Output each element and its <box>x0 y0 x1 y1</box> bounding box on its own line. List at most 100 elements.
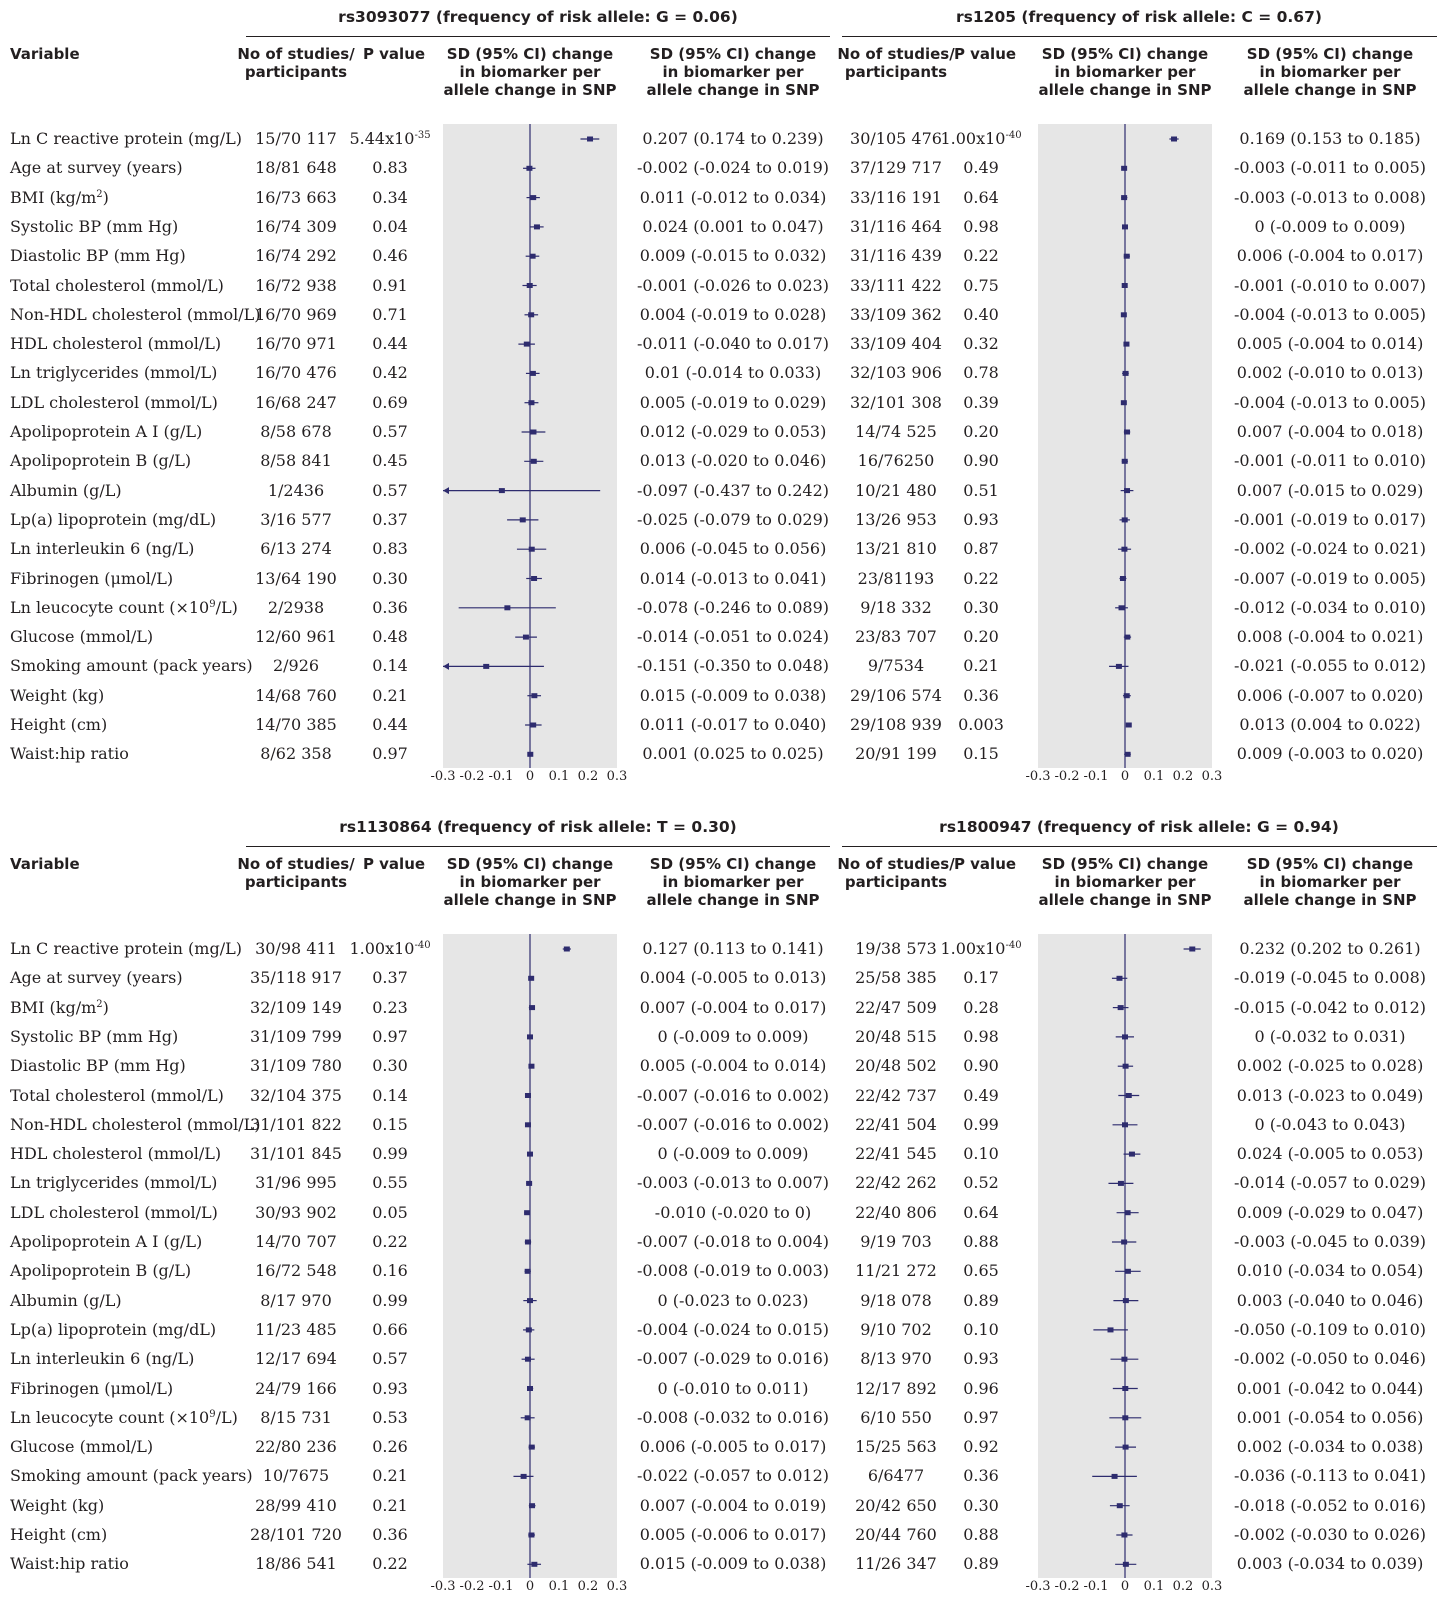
pvalue: 0.21 <box>372 1495 408 1515</box>
pvalue: 0.99 <box>372 1144 408 1164</box>
point-estimate <box>1122 1122 1128 1128</box>
point-estimate <box>1121 1239 1128 1245</box>
studies-value: 12/17 694 <box>255 1349 337 1369</box>
studies-header: No of studies/ participants <box>237 45 355 81</box>
estimate-text: 0.013 (-0.020 to 0.046) <box>639 451 827 471</box>
estimate-text: 0.024 (-0.005 to 0.053) <box>1236 1144 1424 1164</box>
point-estimate <box>527 1034 533 1040</box>
variable-label: LDL cholesterol (mmol/L) <box>10 1202 218 1222</box>
x-tick-label: -0.1 <box>1083 769 1108 784</box>
studies-value: 15/25 563 <box>855 1437 937 1457</box>
studies-value: 15/70 117 <box>255 129 337 148</box>
pvalue: 0.93 <box>963 509 999 529</box>
title-rule <box>842 846 1437 847</box>
x-tick-label: -0.3 <box>1025 769 1050 784</box>
x-tick-label: 0.1 <box>1144 1579 1165 1594</box>
pvalue: 0.90 <box>963 451 999 471</box>
x-tick-label: 0.3 <box>1202 769 1223 784</box>
estimate-text: 0.005 (-0.004 to 0.014) <box>639 1056 827 1076</box>
estimate-text: 0.006 (-0.005 to 0.017) <box>639 1437 827 1457</box>
estimate-text: 0.003 (-0.040 to 0.046) <box>1236 1290 1424 1310</box>
pvalue: 0.40 <box>963 304 999 324</box>
point-estimate <box>1125 1093 1132 1098</box>
studies-value: 29/106 574 <box>850 685 942 705</box>
studies-value: 2/926 <box>272 656 320 676</box>
pvalue: 0.30 <box>372 568 408 588</box>
variable-label: Ln interleukin 6 (ng/L) <box>10 539 195 559</box>
variable-label: Apolipoprotein A I (g/L) <box>10 422 203 441</box>
variable-label: Ln C reactive protein (mg/L) <box>10 129 242 148</box>
point-estimate <box>526 1180 533 1186</box>
pvalue: 0.15 <box>963 744 999 764</box>
estimate-text: -0.001 (-0.011 to 0.010) <box>1233 451 1427 471</box>
x-tick-label: 0.2 <box>1173 1579 1194 1594</box>
variable-label: Non-HDL cholesterol (mmol/L) <box>10 304 261 324</box>
point-estimate <box>504 605 511 611</box>
point-estimate <box>1171 136 1178 142</box>
point-estimate <box>1123 341 1130 347</box>
studies-value: 31/116 464 <box>850 216 942 236</box>
pvalue: 0.97 <box>372 744 408 764</box>
pvalue: 0.37 <box>372 968 408 988</box>
variable-header: Variable <box>10 855 80 873</box>
variable-label: Ln leucocyte count (×109/L) <box>10 1407 238 1427</box>
studies-value: 9/18 078 <box>860 1290 932 1310</box>
x-tick-label: 0.1 <box>1144 769 1165 784</box>
estimate-text: -0.007 (-0.019 to 0.005) <box>1233 568 1427 588</box>
pvalue: 0.65 <box>963 1261 999 1281</box>
pvalue: 0.05 <box>372 1202 408 1222</box>
estimate-text: 0.013 (-0.023 to 0.049) <box>1236 1085 1424 1105</box>
point-estimate <box>1122 1444 1129 1450</box>
variable-label: Systolic BP (mm Hg) <box>10 1026 179 1046</box>
x-tick-label: 0.2 <box>1173 769 1194 784</box>
pvalue: 0.97 <box>963 1407 999 1427</box>
pvalue: 0.98 <box>963 216 999 236</box>
pvalue: 0.17 <box>963 968 999 988</box>
estimate-text: -0.022 (-0.057 to 0.012) <box>636 1466 830 1486</box>
forest-plot: -0.3 -0.2 -0.1 0 0.1 0.2 0.3 <box>1025 124 1223 784</box>
point-estimate <box>530 458 537 464</box>
x-tick-label: -0.1 <box>488 1579 513 1594</box>
point-estimate <box>1120 312 1127 318</box>
variable-label: Fibrinogen (μmol/L) <box>10 1378 174 1398</box>
variable-label: Apolipoprotein B (g/L) <box>10 1261 192 1281</box>
x-tick-label: 0 <box>1121 769 1129 784</box>
pvalue: 0.22 <box>963 568 999 588</box>
estimate-text: -0.010 (-0.020 to 0) <box>654 1202 812 1222</box>
variable-label: Albumin (g/L) <box>10 480 122 500</box>
point-estimate <box>1122 1034 1128 1040</box>
title-rule <box>246 846 830 847</box>
studies-value: 33/116 191 <box>850 187 942 207</box>
point-estimate <box>1122 1561 1129 1567</box>
pvalue-header: P value <box>362 855 426 873</box>
snp-title: rs3093077 (frequency of risk allele: G =… <box>338 8 738 26</box>
pvalue: 0.49 <box>963 158 999 178</box>
estimate-text: 0 (-0.043 to 0.043) <box>1254 1114 1406 1134</box>
estimate-text: -0.004 (-0.013 to 0.005) <box>1233 392 1427 412</box>
point-estimate <box>524 1093 531 1098</box>
studies-value: 12/17 892 <box>855 1378 937 1398</box>
pvalue-header: P value <box>953 45 1017 63</box>
point-estimate <box>1121 546 1128 552</box>
estimate-text: -0.015 (-0.042 to 0.012) <box>1233 997 1427 1017</box>
estimate-header: SD (95% CI) change in biomarker per alle… <box>1243 45 1417 99</box>
point-estimate <box>533 224 540 230</box>
studies-value: 22/40 806 <box>855 1202 937 1222</box>
variable-label: HDL cholesterol (mmol/L) <box>10 1144 222 1164</box>
point-estimate <box>527 1298 533 1304</box>
variable-label: Albumin (g/L) <box>10 1290 122 1310</box>
point-estimate <box>1123 693 1130 699</box>
pvalue: 1.00x10-40 <box>349 939 431 958</box>
estimate-text: -0.007 (-0.018 to 0.004) <box>636 1232 830 1251</box>
pvalue: 0.88 <box>963 1232 999 1251</box>
point-estimate <box>528 546 535 552</box>
pvalue: 0.21 <box>372 1466 408 1486</box>
pvalue: 0.78 <box>963 363 999 383</box>
estimate-text: 0.006 (-0.045 to 0.056) <box>639 539 827 559</box>
point-estimate <box>1124 751 1131 757</box>
estimate-text: -0.007 (-0.016 to 0.002) <box>636 1114 830 1134</box>
point-estimate <box>1121 1356 1128 1362</box>
point-estimate <box>528 1444 535 1450</box>
point-estimate <box>524 1356 531 1362</box>
estimate-text: -0.021 (-0.055 to 0.012) <box>1233 656 1427 676</box>
